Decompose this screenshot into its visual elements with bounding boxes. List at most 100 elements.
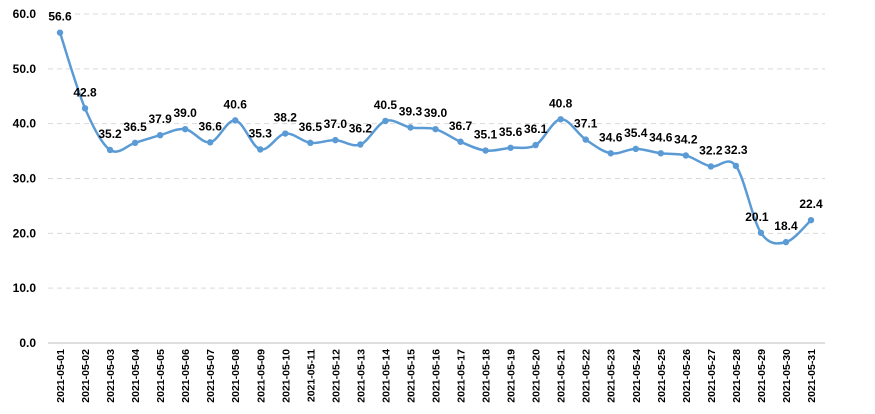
data-label: 34.6 <box>649 130 673 144</box>
y-tick-label: 0.0 <box>19 336 36 350</box>
data-label: 36.5 <box>299 120 323 134</box>
x-tick-label: 2021-05-10 <box>280 349 292 403</box>
data-point <box>507 144 514 151</box>
data-label: 56.6 <box>48 10 72 24</box>
x-tick-label: 2021-05-03 <box>105 349 117 403</box>
x-tick-label: 2021-05-30 <box>781 349 793 403</box>
data-point <box>181 125 189 133</box>
data-point <box>282 130 289 137</box>
data-point <box>307 139 314 147</box>
x-tick-label: 2021-05-15 <box>405 349 417 403</box>
data-point <box>207 139 214 146</box>
data-label: 37.0 <box>324 117 348 131</box>
x-tick-label: 2021-05-07 <box>205 349 217 403</box>
data-point <box>81 105 89 112</box>
data-point <box>257 146 264 153</box>
y-tick-label: 50.0 <box>13 62 37 76</box>
axes: 0.0 10.0 20.0 30.0 40.0 50.0 60.0 2021-05-01 202… <box>13 7 825 403</box>
data-point <box>382 117 389 125</box>
data-point <box>732 162 740 170</box>
data-label: 35.1 <box>474 128 498 142</box>
data-point <box>56 29 64 36</box>
data-point <box>632 145 639 153</box>
data-label: 32.3 <box>724 143 748 157</box>
x-tick-label: 2021-05-24 <box>631 349 643 403</box>
data-point <box>232 117 239 124</box>
y-tick-label: 30.0 <box>13 172 37 186</box>
x-tick-label: 2021-05-14 <box>380 349 392 403</box>
x-tick-label: 2021-05-25 <box>656 349 668 403</box>
x-tick-label: 2021-05-20 <box>531 349 543 403</box>
x-tick-label: 2021-05-08 <box>230 349 242 403</box>
y-tick-label: 20.0 <box>13 226 37 240</box>
data-label: 22.4 <box>799 197 823 211</box>
data-label: 34.2 <box>674 132 698 146</box>
x-tick-label: 2021-05-27 <box>706 349 718 403</box>
data-point <box>582 136 589 143</box>
data-label: 36.6 <box>199 119 223 133</box>
y-tick-label: 60.0 <box>13 7 37 21</box>
data-label: 20.1 <box>745 210 769 224</box>
x-tick-label: 2021-05-13 <box>355 349 367 403</box>
x-tick-label: 2021-05-09 <box>255 349 267 403</box>
data-label: 42.8 <box>73 85 97 99</box>
x-tick-label: 2021-05-18 <box>481 349 493 403</box>
data-label: 36.2 <box>349 122 373 136</box>
data-label: 36.5 <box>123 120 147 134</box>
data-label: 38.2 <box>274 111 298 125</box>
data-label: 39.3 <box>399 105 423 119</box>
x-tick-label: 2021-05-17 <box>456 349 468 403</box>
x-tick-label: 2021-05-31 <box>806 349 818 403</box>
data-point <box>457 138 464 145</box>
data-label: 39.0 <box>424 106 448 120</box>
x-tick-label: 2021-05-11 <box>305 349 317 402</box>
data-point <box>707 163 715 170</box>
data-point <box>156 131 164 139</box>
x-tick-label: 2021-05-02 <box>80 349 92 403</box>
data-label: 37.9 <box>148 112 172 126</box>
data-labels: 56.642.835.236.537.9 39.036.640.635.338.2… <box>48 10 823 233</box>
data-point <box>607 150 614 157</box>
data-point <box>657 150 664 157</box>
data-label: 35.4 <box>624 126 648 140</box>
series-line-group <box>58 31 813 245</box>
x-tick-label: 2021-05-26 <box>681 349 693 403</box>
x-tick-label: 2021-05-28 <box>731 349 743 403</box>
data-label: 40.5 <box>374 98 398 112</box>
data-label: 36.1 <box>524 122 548 136</box>
series-line <box>58 31 813 245</box>
data-point <box>532 141 539 149</box>
data-label: 18.4 <box>774 219 798 233</box>
x-tick-label: 2021-05-23 <box>606 349 618 403</box>
x-tick-label: 2021-05-05 <box>155 349 167 403</box>
data-label: 37.1 <box>574 117 598 131</box>
data-point <box>432 125 439 133</box>
x-tick-label: 2021-05-12 <box>330 349 342 403</box>
gridlines <box>48 13 825 289</box>
data-label: 40.8 <box>549 96 573 110</box>
data-label: 35.2 <box>98 127 122 141</box>
data-point <box>782 238 790 246</box>
x-tick-label: 2021-05-16 <box>431 349 443 403</box>
data-label: 35.3 <box>249 126 273 140</box>
data-point <box>357 141 364 148</box>
data-point <box>131 139 139 147</box>
data-point <box>407 124 414 131</box>
data-point <box>332 136 339 144</box>
data-label: 35.6 <box>499 125 523 139</box>
data-label: 40.6 <box>224 97 248 111</box>
x-tick-label: 2021-05-22 <box>581 349 593 403</box>
data-point <box>106 146 114 154</box>
x-tick-label: 2021-05-06 <box>180 349 192 403</box>
data-point <box>482 147 489 154</box>
data-point <box>557 116 564 123</box>
data-point <box>807 216 815 224</box>
data-point <box>682 152 690 159</box>
y-tick-label: 40.0 <box>13 117 37 131</box>
x-tick-label: 2021-05-01 <box>55 349 67 403</box>
x-tick-label: 2021-05-21 <box>556 349 568 403</box>
data-label: 32.2 <box>699 143 723 157</box>
data-points <box>56 29 815 246</box>
x-tick-label: 2021-05-19 <box>506 349 518 403</box>
